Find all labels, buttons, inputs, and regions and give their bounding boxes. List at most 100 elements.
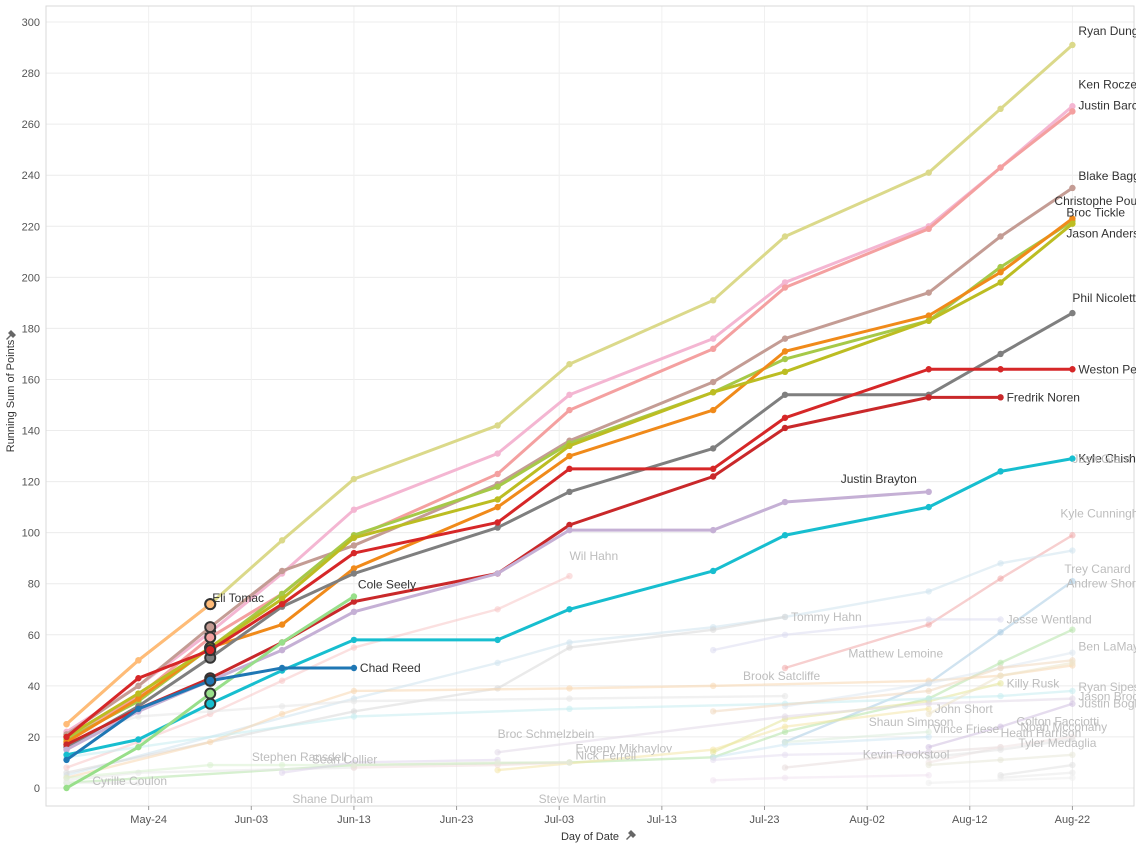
data-point[interactable] <box>63 741 70 748</box>
series-sergey-astakhin[interactable] <box>709 772 932 784</box>
data-point[interactable] <box>1069 366 1076 373</box>
data-point[interactable] <box>709 335 717 342</box>
data-point[interactable] <box>566 391 573 398</box>
data-point[interactable] <box>781 233 789 240</box>
data-point[interactable] <box>709 297 717 304</box>
data-point[interactable] <box>278 567 286 575</box>
data-point[interactable] <box>781 738 789 746</box>
data-point[interactable] <box>781 751 789 759</box>
data-point[interactable] <box>63 720 70 728</box>
data-point[interactable] <box>1069 103 1076 110</box>
data-point[interactable] <box>1069 577 1076 585</box>
data-point[interactable] <box>63 784 70 792</box>
data-point[interactable] <box>925 503 932 511</box>
data-point[interactable] <box>63 746 70 753</box>
data-point[interactable] <box>781 613 789 621</box>
highlighted-point[interactable] <box>204 621 217 634</box>
data-point[interactable] <box>207 708 214 715</box>
data-point[interactable] <box>925 754 932 761</box>
data-point[interactable] <box>925 621 932 628</box>
data-point[interactable] <box>925 225 932 233</box>
data-point[interactable] <box>1069 649 1076 656</box>
data-point[interactable] <box>566 452 573 460</box>
data-point[interactable] <box>566 406 573 414</box>
data-point[interactable] <box>709 756 717 764</box>
data-point[interactable] <box>997 164 1004 171</box>
data-point[interactable] <box>63 764 70 771</box>
data-point[interactable] <box>494 636 501 644</box>
data-point[interactable] <box>494 496 501 503</box>
data-point[interactable] <box>997 394 1004 401</box>
data-point[interactable] <box>1069 184 1076 192</box>
data-point[interactable] <box>781 424 789 432</box>
data-point[interactable] <box>997 659 1004 667</box>
data-point[interactable] <box>63 774 70 781</box>
data-point[interactable] <box>1069 687 1076 695</box>
data-point[interactable] <box>135 695 142 702</box>
series-eli-tomac[interactable] <box>63 598 217 728</box>
data-point[interactable] <box>781 692 789 700</box>
data-point[interactable] <box>1069 41 1076 49</box>
data-point[interactable] <box>350 570 358 577</box>
data-point[interactable] <box>350 761 358 769</box>
data-point[interactable] <box>709 406 717 414</box>
data-point[interactable] <box>925 394 932 401</box>
data-point[interactable] <box>566 606 573 613</box>
series-jesse-wentland[interactable] <box>709 616 1004 654</box>
highlighted-point[interactable] <box>204 674 217 687</box>
data-point[interactable] <box>1069 700 1076 707</box>
highlighted-point[interactable] <box>204 631 217 644</box>
data-point[interactable] <box>566 685 573 692</box>
data-point[interactable] <box>278 677 286 684</box>
data-point[interactable] <box>1069 751 1076 759</box>
data-point[interactable] <box>494 470 501 478</box>
data-point[interactable] <box>781 279 789 286</box>
data-point[interactable] <box>278 761 286 769</box>
data-point[interactable] <box>1069 220 1076 227</box>
data-point[interactable] <box>997 350 1004 358</box>
data-point[interactable] <box>350 593 358 600</box>
data-point[interactable] <box>709 749 717 756</box>
data-point[interactable] <box>494 749 501 756</box>
data-point[interactable] <box>709 378 717 386</box>
data-point[interactable] <box>135 713 142 720</box>
data-point[interactable] <box>781 348 789 355</box>
data-point[interactable] <box>207 761 214 769</box>
data-point[interactable] <box>925 749 932 756</box>
data-point[interactable] <box>709 345 717 353</box>
data-point[interactable] <box>494 519 501 526</box>
x-axis-pin-icon[interactable] <box>626 830 636 840</box>
data-point[interactable] <box>494 422 501 429</box>
data-point[interactable] <box>494 659 501 667</box>
data-point[interactable] <box>63 733 70 741</box>
data-point[interactable] <box>278 639 286 646</box>
series-taylor-robert[interactable] <box>925 774 1076 787</box>
data-point[interactable] <box>925 687 932 695</box>
data-point[interactable] <box>278 600 286 608</box>
data-point[interactable] <box>350 598 358 605</box>
data-point[interactable] <box>781 664 789 672</box>
data-point[interactable] <box>781 335 789 342</box>
data-point[interactable] <box>925 733 932 741</box>
data-point[interactable] <box>566 759 573 766</box>
data-point[interactable] <box>781 498 789 506</box>
data-point[interactable] <box>925 169 932 176</box>
highlighted-point[interactable] <box>204 687 217 700</box>
data-point[interactable] <box>1069 659 1076 667</box>
data-point[interactable] <box>925 312 932 319</box>
data-point[interactable] <box>494 503 501 511</box>
series-tyler-bowers[interactable] <box>925 659 1076 718</box>
data-point[interactable] <box>566 572 573 580</box>
data-point[interactable] <box>997 560 1004 567</box>
data-point[interactable] <box>709 682 717 690</box>
data-point[interactable] <box>1069 215 1076 222</box>
data-point[interactable] <box>709 646 717 654</box>
data-point[interactable] <box>925 761 932 769</box>
data-point[interactable] <box>350 636 358 644</box>
data-point[interactable] <box>781 368 789 376</box>
data-point[interactable] <box>709 473 717 480</box>
data-point[interactable] <box>135 690 142 697</box>
data-point[interactable] <box>494 570 501 577</box>
series-broc-shoemaker[interactable] <box>709 657 1076 715</box>
data-point[interactable] <box>278 664 286 672</box>
